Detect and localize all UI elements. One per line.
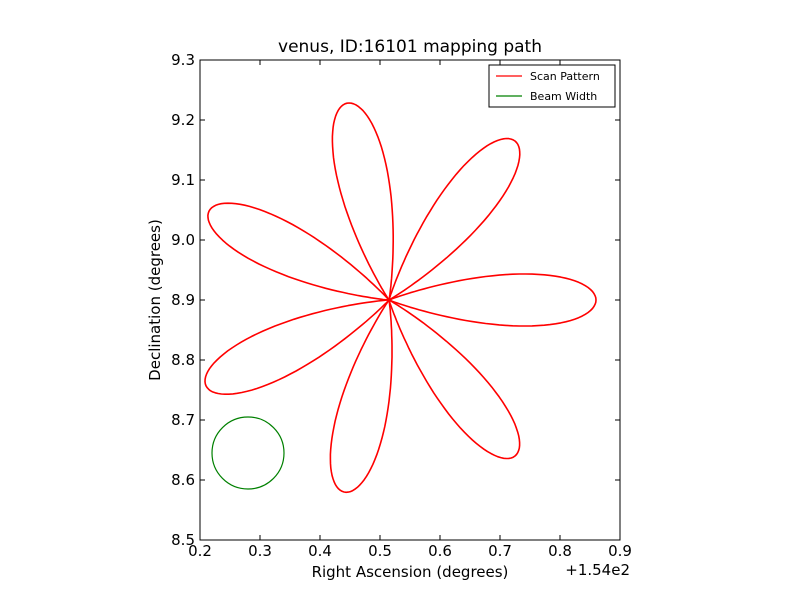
y-tick-label: 9.0 <box>171 231 195 249</box>
x-tick-label: 0.2 <box>188 542 212 560</box>
x-axis-offset: +1.54e2 <box>565 561 630 579</box>
x-tick-label: 0.5 <box>368 542 392 560</box>
x-tick-label: 0.9 <box>608 542 632 560</box>
y-tick-label: 9.1 <box>171 171 195 189</box>
legend-box <box>488 64 616 108</box>
scan-pattern-petal <box>388 137 521 301</box>
scan-pattern-petal <box>207 202 390 301</box>
scan-pattern-petal <box>329 299 393 494</box>
scan-pattern-petal <box>204 299 390 395</box>
x-tick-label: 0.3 <box>248 542 272 560</box>
x-tick-label: 0.7 <box>488 542 512 560</box>
y-tick-label: 8.9 <box>171 291 195 309</box>
y-tick-label: 9.2 <box>171 111 195 129</box>
legend: Scan Pattern Beam Width <box>488 64 616 108</box>
y-axis-label: Declination (degrees) <box>146 219 164 381</box>
legend-beam-label: Beam Width <box>530 90 597 103</box>
axis-ticks: 0.2 0.3 0.4 0.5 0.6 0.7 0.8 0.9 8.5 8.6 8.7 8.8 8.9 9… <box>171 51 632 560</box>
x-axis-label: Right Ascension (degrees) <box>312 563 509 581</box>
x-tick-label: 0.4 <box>308 542 332 560</box>
y-tick-label: 8.6 <box>171 471 195 489</box>
legend-scan-label: Scan Pattern <box>530 70 600 83</box>
scan-pattern-petal <box>388 273 597 327</box>
x-tick-label: 0.6 <box>428 542 452 560</box>
plot-area <box>204 102 597 494</box>
y-tick-label: 8.5 <box>171 531 195 549</box>
y-tick-label: 8.8 <box>171 351 195 369</box>
chart-title: venus, ID:16101 mapping path <box>278 37 542 57</box>
scan-pattern-petal <box>331 102 394 301</box>
x-tick-label: 0.8 <box>548 542 572 560</box>
scan-pattern-petal <box>388 299 521 460</box>
y-tick-label: 8.7 <box>171 411 195 429</box>
y-tick-label: 9.3 <box>171 51 195 69</box>
beam-width-circle <box>211 416 285 490</box>
